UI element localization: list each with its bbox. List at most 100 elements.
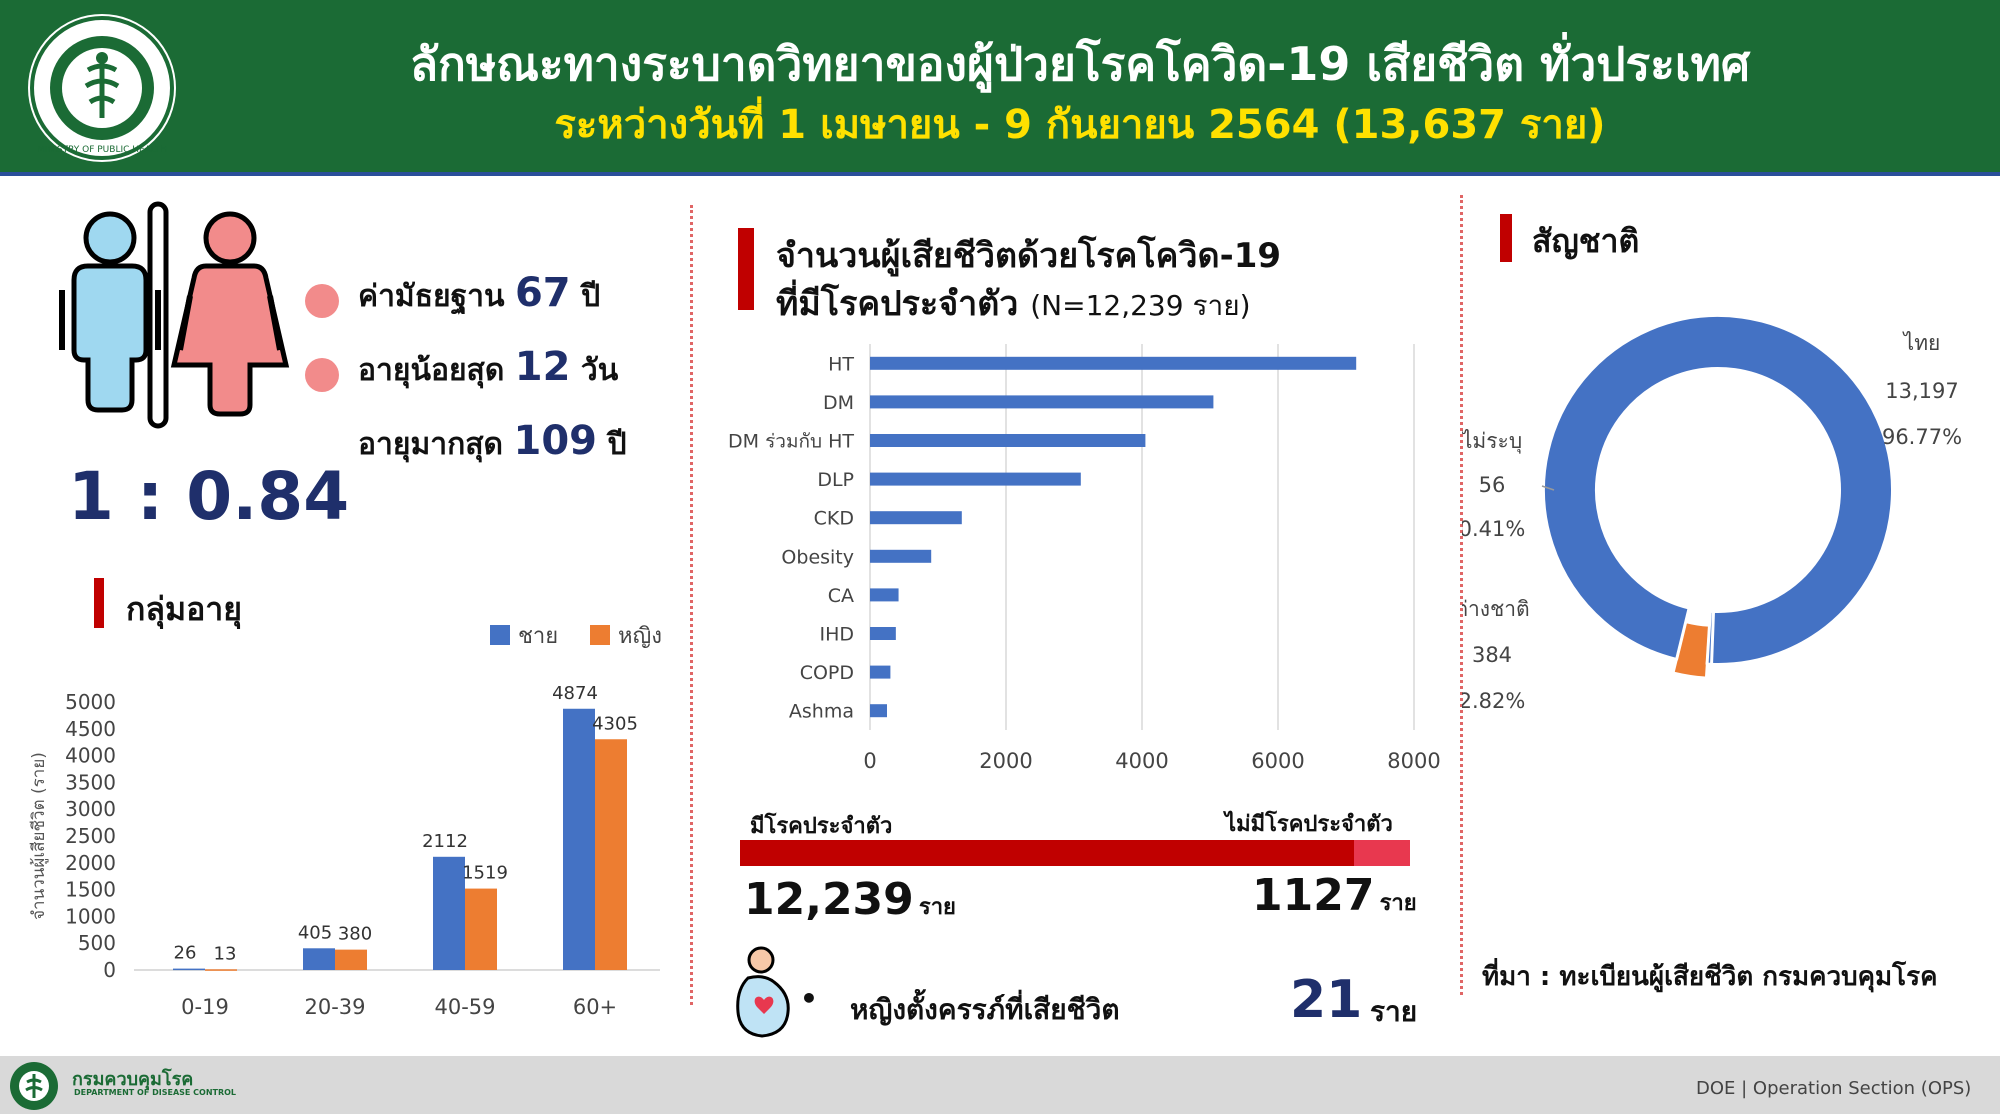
age-y-tick: 500 — [78, 931, 116, 955]
comorbidity-bar — [870, 549, 932, 563]
logo-text: MINISTRY OF PUBLIC HEALTH — [37, 145, 167, 155]
min-age-unit: วัน — [580, 353, 619, 388]
median-value: 67 — [514, 270, 571, 316]
age-bar-data-label: 13 — [214, 943, 237, 964]
pregnant-unit: ราย — [1370, 995, 1418, 1028]
nationality-slice-separator — [1710, 610, 1716, 665]
age-category-label: 0-19 — [181, 995, 229, 1019]
max-age-stat: อายุมากสุด 109 ปี — [358, 418, 626, 468]
footer-section: DOE | Operation Section (OPS) — [1696, 1078, 1972, 1099]
max-age-unit: ปี — [607, 427, 627, 462]
age-category-label: 60+ — [573, 995, 617, 1019]
comorbidity-category-label: COPD — [800, 662, 854, 684]
age-legend-swatch — [490, 625, 510, 645]
nationality-name-label: ไม่ระบุ — [1462, 429, 1522, 454]
without-comorbidity-unit: ราย — [1379, 891, 1417, 916]
female-figure-icon — [170, 211, 290, 417]
min-age-stat: อายุน้อยสุด 12 วัน — [358, 344, 618, 394]
gender-separator — [147, 201, 169, 429]
comorbidity-bar — [870, 356, 1357, 370]
age-bar-data-label: 4874 — [552, 683, 598, 704]
age-bar-data-label: 380 — [338, 924, 372, 945]
with-comorbidity-unit: ราย — [918, 895, 956, 920]
age-bar-male — [303, 948, 335, 970]
comorbidity-category-label: Ashma — [789, 701, 854, 723]
comorbidity-chart-title2: ที่มีโรคประจำตัว (N=12,239 ราย) — [776, 276, 1251, 330]
comorbidity-bar — [870, 588, 899, 602]
age-bar-data-label: 405 — [298, 922, 332, 943]
with-comorbidity-count: 12,239 ราย — [744, 874, 956, 925]
without-comorbidity-label: ไม่มีโรคประจำตัว — [1225, 812, 1393, 837]
footer: กรมควบคุมโรค DEPARTMENT OF DISEASE CONTR… — [0, 1056, 2000, 1114]
comorbidity-bar — [870, 704, 887, 718]
median-stat: ค่ามัธยฐาน 67 ปี — [358, 270, 600, 320]
comorbidity-x-tick: 2000 — [979, 749, 1032, 773]
nationality-slice-separator — [1674, 607, 1691, 661]
comorbidity-chart-marker — [738, 228, 754, 310]
column-divider-right — [1460, 195, 1463, 995]
comorbidity-category-label: DLP — [817, 469, 854, 491]
age-bar-data-label: 1519 — [462, 863, 508, 884]
median-label: ค่ามัธยฐาน — [358, 279, 505, 314]
max-age-label: อายุมากสุด — [358, 427, 504, 462]
nationality-slice-separator — [1705, 610, 1712, 665]
nationality-name-label: ไทย — [1902, 331, 1941, 355]
age-y-tick: 0 — [103, 958, 116, 982]
comorbidity-bar — [870, 395, 1214, 409]
age-bar-female — [465, 888, 497, 970]
without-comorbidity-count: 1127 ราย — [1252, 870, 1417, 921]
nationality-leader-line — [1541, 485, 1555, 491]
pregnant-woman-icon — [736, 946, 790, 1038]
min-age-bullet — [305, 358, 339, 392]
comorbidity-bar — [870, 627, 896, 640]
nationality-percent-label: 0.41% — [1462, 517, 1525, 541]
nationality-slice — [1674, 623, 1709, 677]
age-legend-label: ชาย — [518, 624, 558, 649]
age-y-tick: 1000 — [65, 904, 116, 928]
age-bar-data-label: 2112 — [422, 831, 468, 852]
comorbidity-category-label: CA — [828, 585, 854, 607]
comorbidity-chart: 0 2000 4000 6000 8000 HT DM DM ร่วมกับ HT DLP CKD… — [728, 344, 1441, 773]
without-comorbidity-segment — [1353, 840, 1410, 866]
nationality-value-label: 56 — [1479, 473, 1506, 497]
comorbidity-bar — [870, 434, 1146, 447]
comorbidity-chart-title2-text: ที่มีโรคประจำตัว — [776, 284, 1019, 324]
age-bar-data-label: 26 — [174, 943, 197, 964]
ddc-logo-icon — [10, 1062, 58, 1110]
max-age-value: 109 — [513, 418, 597, 464]
comorbidity-category-label: Obesity — [781, 546, 854, 568]
min-age-value: 12 — [514, 344, 571, 390]
comorbidity-bar — [870, 472, 1081, 486]
comorbidity-category-label: CKD — [814, 508, 854, 530]
age-y-tick: 3500 — [65, 770, 116, 794]
ministry-logo: MINISTRY OF PUBLIC HEALTH — [28, 14, 176, 162]
age-y-tick: 4000 — [65, 744, 116, 768]
column-divider-left — [690, 205, 693, 1005]
nationality-chart-title: สัญชาติ — [1532, 222, 1640, 260]
data-source: ที่มา : ทะเบียนผู้เสียชีวิต กรมควบคุมโรค — [1482, 962, 1938, 992]
gender-figures — [59, 201, 290, 429]
comorbidity-x-tick: 4000 — [1115, 749, 1168, 773]
nationality-value-label: 13,197 — [1885, 379, 1958, 403]
comorbidity-x-tick: 0 — [863, 749, 876, 773]
age-chart-title: กลุ่มอายุ — [126, 590, 243, 628]
age-y-tick: 4500 — [65, 717, 116, 741]
footer-org-th: กรมควบคุมโรค — [72, 1069, 194, 1090]
age-bar-male — [433, 856, 465, 970]
comorbidity-category-label: DM ร่วมกับ HT — [728, 431, 854, 453]
sex-ratio: 1 : 0.84 — [68, 458, 350, 535]
comorbidity-chart-n: (N=12,239 ราย) — [1030, 289, 1251, 322]
min-age-label: อายุน้อยสุด — [358, 353, 505, 388]
with-comorbidity-label: มีโรคประจำตัว — [750, 814, 893, 839]
age-y-tick: 2000 — [65, 851, 116, 875]
page-title: ลักษณะทางระบาดวิทยาของผู้ป่วยโรคโควิด-19… — [409, 37, 1751, 91]
age-y-tick: 5000 — [65, 690, 116, 714]
footer-org-en: DEPARTMENT OF DISEASE CONTROL — [74, 1088, 237, 1097]
nationality-donut-chart: ไทย 13,197 96.77% ไม่ระบุ 56 0.41% ต่างชาติ 384… — [1462, 317, 1962, 713]
comorbidity-x-tick: 6000 — [1251, 749, 1304, 773]
comorbidity-bar — [870, 511, 962, 525]
median-bullet — [305, 284, 339, 318]
nationality-percent-label: 96.77% — [1882, 425, 1962, 449]
without-comorbidity-value: 1127 — [1252, 870, 1375, 921]
age-bar-male — [173, 968, 205, 971]
